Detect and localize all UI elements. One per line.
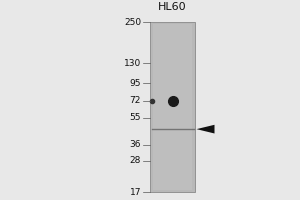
Text: 130: 130 — [124, 59, 141, 68]
Bar — [150, 22, 195, 192]
Text: 17: 17 — [130, 188, 141, 197]
Text: 36: 36 — [130, 140, 141, 149]
Polygon shape — [196, 125, 214, 133]
Text: 72: 72 — [130, 96, 141, 105]
Text: 250: 250 — [124, 18, 141, 27]
Text: 95: 95 — [130, 79, 141, 88]
Text: 28: 28 — [130, 156, 141, 165]
Bar — [153, 24, 192, 190]
Text: HL60: HL60 — [158, 2, 187, 12]
Text: 55: 55 — [130, 113, 141, 122]
